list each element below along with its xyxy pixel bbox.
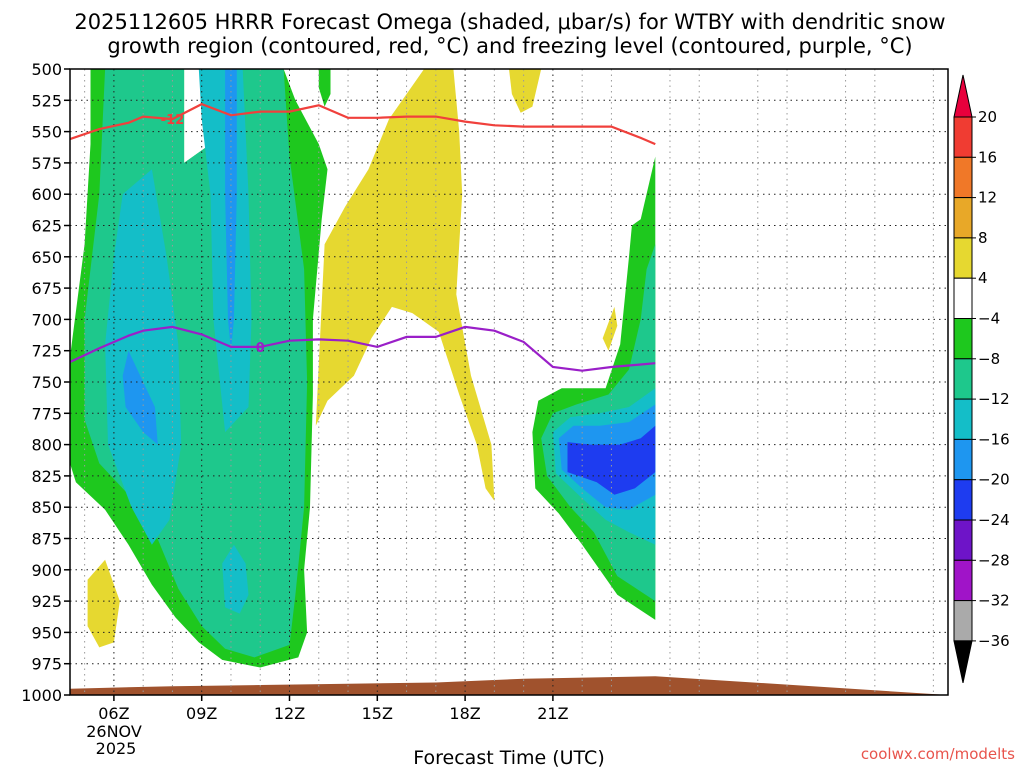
- x-axis: 06Z 09Z 12Z 15Z 18Z 21Z: [98, 695, 569, 723]
- y-tick-label: 925: [31, 592, 62, 611]
- chart-title-line2: growth region (contoured, red, °C) and f…: [107, 34, 912, 58]
- y-tick-label: 525: [31, 91, 62, 110]
- colorbar-label: −4: [978, 310, 1000, 328]
- colorbar-bottom-triangle: [953, 640, 973, 684]
- x-tick-label: 06Z: [98, 704, 129, 723]
- colorbar-label: 4: [978, 269, 988, 287]
- colorbar-top-triangle: [953, 74, 973, 118]
- y-tick-label: 850: [31, 498, 62, 517]
- date-label-year: 2025: [96, 739, 137, 758]
- colorbar-label: 16: [978, 148, 997, 166]
- x-tick-label: 18Z: [449, 704, 480, 723]
- colorbar-label: −12: [978, 390, 1010, 408]
- y-tick-label: 875: [31, 530, 62, 549]
- colorbar-segment: [953, 398, 973, 440]
- freezing-contour-label: 0: [256, 341, 265, 356]
- colorbar-segment: [953, 277, 973, 320]
- colorbar-segment: [953, 116, 973, 158]
- x-tick-label: 09Z: [186, 704, 217, 723]
- y-tick-label: 700: [31, 310, 62, 329]
- y-tick-label: 625: [31, 217, 62, 236]
- colorbar-segment: [953, 600, 973, 642]
- colorbar-label: −24: [978, 511, 1010, 529]
- omega-plus4-region-upper-right: [509, 69, 542, 113]
- omega-minus12-region-left: [105, 169, 182, 545]
- colorbar-label: 12: [978, 189, 997, 207]
- y-tick-label: 825: [31, 467, 62, 486]
- colorbar-label: −20: [978, 471, 1010, 489]
- credit-link[interactable]: coolwx.com/modelts: [861, 745, 1015, 763]
- freezing-level-contour: [69, 325, 656, 372]
- colorbar-label: −32: [978, 592, 1010, 610]
- y-axis: 500 525 550 575 600 625 650 675 700 725 750 775 800 8…: [21, 60, 70, 705]
- colorbar-segment: [953, 156, 973, 199]
- y-tick-label: 725: [31, 342, 62, 361]
- plot-area: -12 0: [69, 68, 949, 696]
- colorbar-segment: [953, 559, 973, 602]
- dendritic-growth-contour: [69, 102, 656, 146]
- y-tick-label: 550: [31, 123, 62, 142]
- colorbar-label: −16: [978, 430, 1010, 448]
- ground-surface: [70, 676, 948, 695]
- y-tick-label: 575: [31, 154, 62, 173]
- omega-plus4-region-upper-left: [87, 559, 120, 648]
- x-axis-label: Forecast Time (UTC): [413, 747, 604, 768]
- colorbar-label: −8: [978, 350, 1000, 368]
- omega-minus12-region-upper: [198, 69, 252, 433]
- colorbar-segment: [953, 318, 973, 360]
- y-tick-label: 900: [31, 561, 62, 580]
- omega-minus12-region-lower: [222, 544, 249, 614]
- omega-plus4-region-small-right: [602, 306, 618, 351]
- y-tick-label: 775: [31, 404, 62, 423]
- ground-layer: [70, 676, 948, 695]
- colorbar-segment: [953, 519, 973, 561]
- chart-title-line1: 2025112605 HRRR Forecast Omega (shaded, …: [74, 10, 945, 34]
- y-tick-label: 650: [31, 248, 62, 267]
- colorbar-segment: [953, 197, 973, 239]
- y-tick-label: 975: [31, 655, 62, 674]
- date-label-month: 26NOV: [86, 722, 142, 741]
- grid-lines: [70, 69, 948, 695]
- x-tick-label: 12Z: [274, 704, 305, 723]
- colorbar-label: 20: [978, 108, 997, 126]
- y-tick-label: 675: [31, 279, 62, 298]
- y-tick-label: 750: [31, 373, 62, 392]
- y-tick-label: 600: [31, 185, 62, 204]
- colorbar: 20 16 12 8 4 −4 −8 −12 −16 −20 −24 −28 −32 −36: [953, 74, 1010, 684]
- omega-minus4-region-upper-small: [318, 69, 331, 107]
- colorbar-segment: [953, 438, 973, 481]
- colorbar-label: −28: [978, 551, 1010, 569]
- colorbar-label: −36: [978, 632, 1010, 650]
- omega-minus16-region-upper: [225, 69, 237, 351]
- x-tick-label: 15Z: [362, 704, 393, 723]
- colorbar-segment: [953, 358, 973, 400]
- omega-minus16-region-left: [122, 350, 158, 445]
- dendritic-contour-label: -12: [161, 113, 185, 128]
- y-tick-label: 950: [31, 623, 62, 642]
- omega-shading: [70, 69, 656, 668]
- y-tick-label: 500: [31, 60, 62, 79]
- colorbar-label: 8: [978, 229, 988, 247]
- x-tick-label: 21Z: [537, 704, 568, 723]
- omega-plus4-region-center: [315, 69, 495, 501]
- y-tick-label: 1000: [21, 686, 62, 705]
- y-tick-label: 800: [31, 436, 62, 455]
- colorbar-segment: [953, 479, 973, 521]
- contour-lines: -12 0: [69, 102, 656, 372]
- colorbar-segment: [953, 237, 973, 279]
